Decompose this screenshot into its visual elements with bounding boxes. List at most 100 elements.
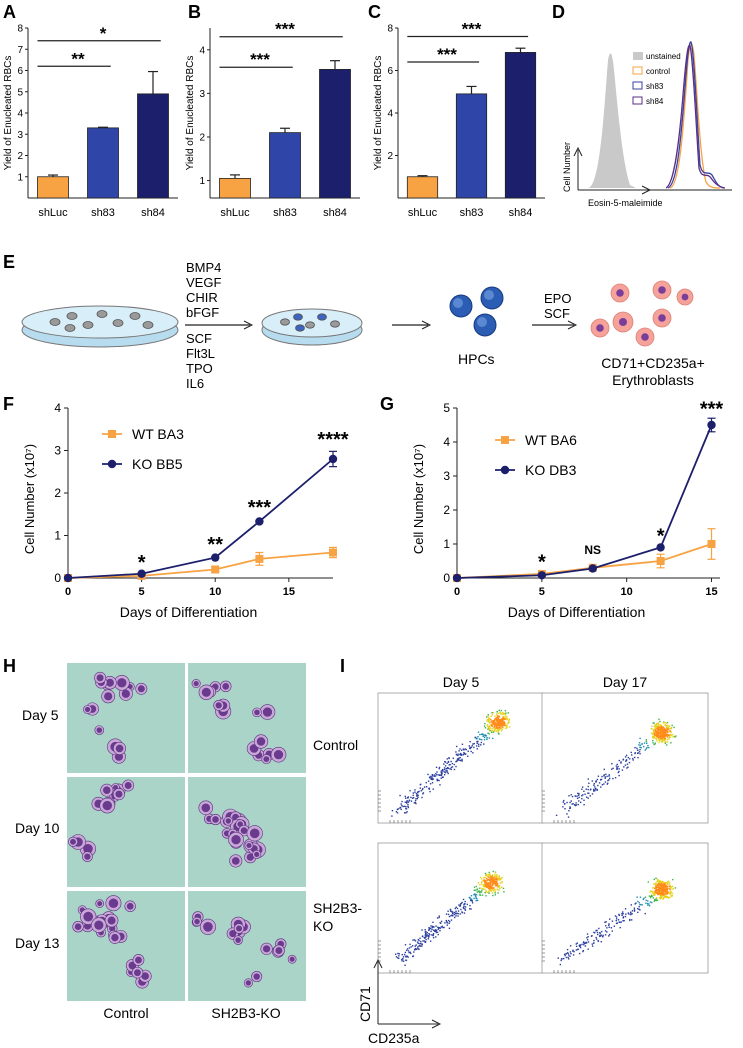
flow-event: [615, 919, 617, 922]
cell-nucleus: [201, 803, 211, 813]
flow-event: [479, 892, 481, 894]
flow-event: [497, 726, 499, 729]
flow-event: [663, 728, 666, 730]
flow-event: [489, 727, 491, 729]
flow-event: [604, 776, 606, 778]
flow-event: [494, 723, 496, 725]
flow-event: [659, 890, 661, 893]
flow-event: [492, 878, 494, 881]
flow-event: [596, 929, 598, 932]
flow-event: [436, 778, 438, 781]
flow-event: [659, 898, 661, 900]
bar-ytick-label-A: 8: [17, 24, 23, 35]
flow-event: [440, 770, 443, 772]
flow-event: [657, 739, 660, 741]
flow-event: [616, 763, 618, 766]
flow-event: [425, 786, 428, 788]
flow-event: [486, 738, 488, 740]
flow-event: [473, 897, 475, 900]
flow-event: [439, 929, 441, 932]
flow-event: [470, 908, 472, 910]
flow-event: [600, 930, 603, 933]
flow-event: [583, 942, 586, 944]
flow-event: [656, 734, 659, 737]
flow-event: [639, 737, 641, 740]
bar-category-label-B: sh84: [323, 207, 347, 219]
flow-event: [636, 896, 638, 898]
flow-event: [655, 898, 658, 900]
flow-event: [419, 783, 422, 786]
flow-event: [490, 878, 493, 880]
flow-event: [660, 724, 662, 726]
flow-event: [483, 879, 485, 882]
flow-plot-frame: [377, 842, 545, 974]
flow-event: [672, 888, 674, 890]
flow-event: [502, 719, 504, 721]
flow-event: [479, 894, 481, 896]
flow-event: [583, 944, 585, 946]
flow-event: [428, 926, 430, 929]
flow-event: [491, 886, 493, 888]
flow-event: [448, 915, 451, 918]
flow-event: [441, 925, 443, 928]
bar-C-shLuc: [406, 176, 439, 199]
legend-label-G: WT BA6: [525, 432, 577, 448]
flow-event: [659, 720, 661, 723]
bar-ytick-label-A: 6: [17, 66, 23, 77]
flow-event: [491, 724, 493, 727]
flow-event: [493, 879, 496, 881]
cell-nucleus: [135, 956, 142, 964]
flow-event: [434, 775, 437, 777]
flow-event: [581, 943, 583, 946]
flow-event: [657, 723, 659, 725]
flow-event: [603, 775, 605, 777]
flow-event: [490, 715, 493, 718]
flow-event: [647, 744, 649, 747]
flow-event: [607, 779, 609, 782]
flow-event: [492, 889, 495, 891]
flow-event: [404, 801, 407, 803]
flow-event: [669, 889, 671, 891]
flow-event: [419, 937, 421, 940]
flow-event: [666, 893, 668, 895]
flow-event: [606, 927, 608, 929]
flow-event: [665, 741, 667, 743]
flow-event: [658, 882, 660, 885]
flow-event: [621, 912, 623, 915]
flow-event: [667, 880, 670, 883]
flow-event: [669, 886, 672, 889]
flow-event: [458, 750, 460, 752]
bar-B-sh83: [269, 132, 301, 199]
flow-event: [459, 748, 461, 750]
flow-event: [649, 901, 652, 903]
flow-event: [654, 733, 656, 735]
flow-event: [478, 738, 481, 740]
flow-event: [405, 959, 407, 961]
flow-event: [657, 887, 659, 889]
flow-event: [666, 887, 668, 889]
flow-event: [666, 885, 669, 888]
flow-event: [617, 765, 619, 768]
factor-flt3l: Flt3L: [186, 346, 215, 361]
flow-event: [424, 931, 426, 933]
flow-event: [604, 781, 607, 783]
flow-event: [462, 748, 465, 750]
flow-event: [442, 926, 444, 929]
flow-event: [624, 764, 627, 766]
flow-event: [395, 956, 398, 958]
flow-event: [666, 721, 669, 724]
flow-event: [490, 718, 492, 721]
flow-event: [480, 739, 483, 741]
flow-event: [500, 718, 502, 721]
flow-event: [435, 772, 437, 775]
line-ytick-label-G: 3: [443, 469, 450, 483]
flow-event: [408, 947, 411, 949]
flow-event: [562, 801, 565, 803]
flow-event: [503, 717, 505, 720]
flow-event: [653, 743, 655, 746]
flow-row-control: Control: [313, 737, 358, 753]
flow-event: [656, 897, 658, 899]
flow-event: [597, 775, 600, 777]
bar-ytick-label-B: 1: [199, 176, 205, 187]
